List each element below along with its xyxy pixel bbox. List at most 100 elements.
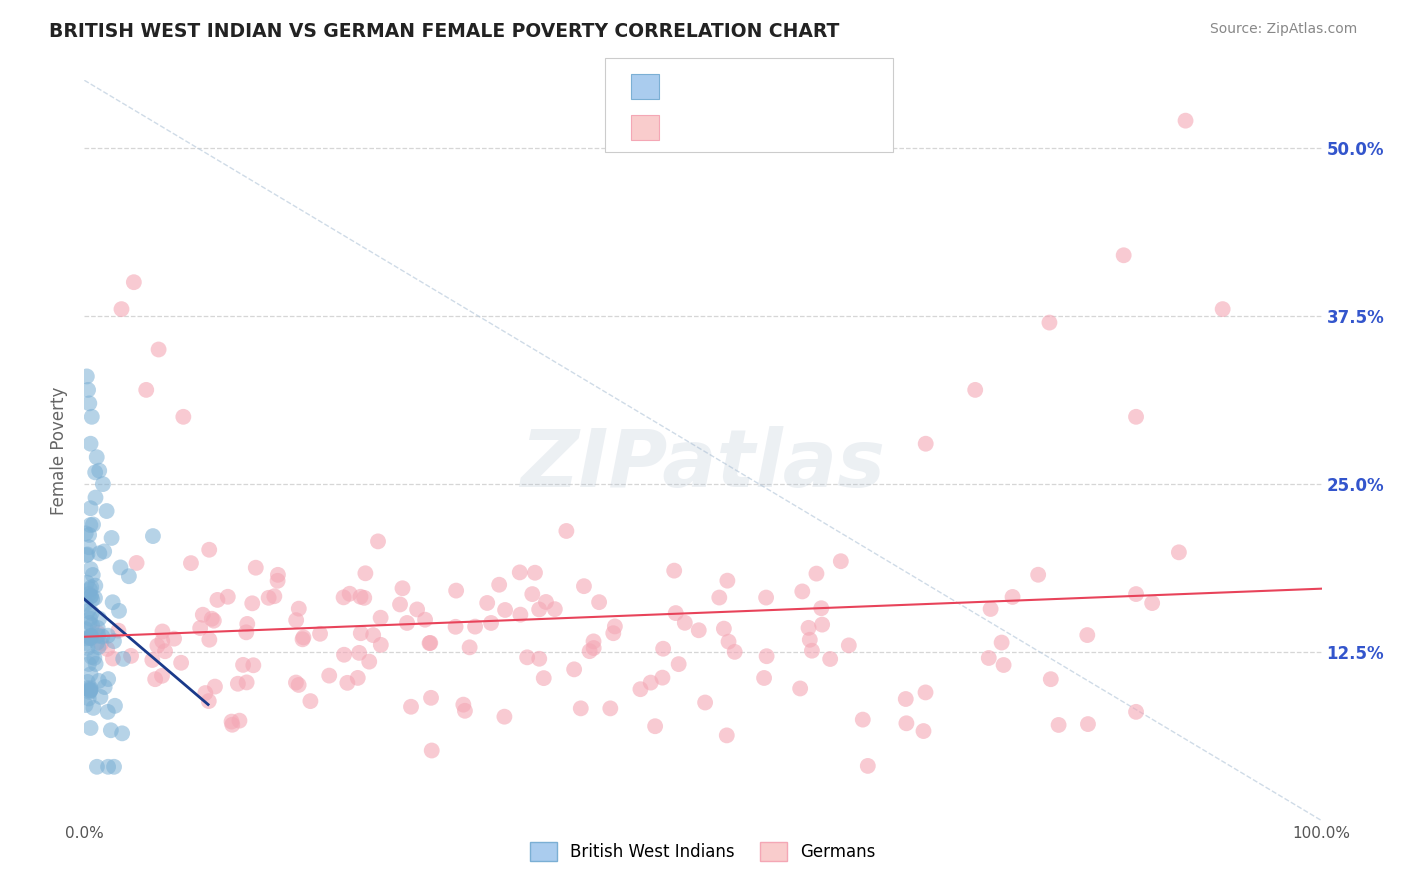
Point — [651, 671, 673, 685]
Point — [93, 680, 115, 694]
Point — [91, 630, 114, 644]
Point — [101, 651, 124, 665]
Point — [76, 575, 98, 590]
Point — [399, 699, 422, 714]
Point — [396, 615, 419, 630]
Point — [347, 646, 370, 660]
Point — [1112, 248, 1135, 262]
Point — [79, 501, 101, 516]
Point — [980, 602, 1002, 616]
Point — [977, 651, 1000, 665]
Point — [80, 649, 103, 664]
Point — [1047, 718, 1070, 732]
Point — [76, 369, 98, 384]
Point — [603, 619, 626, 633]
Text: ZIPatlas: ZIPatlas — [520, 426, 886, 504]
Point — [221, 718, 243, 732]
Point — [391, 581, 413, 595]
Point — [509, 566, 531, 580]
Point — [529, 652, 551, 666]
Point — [266, 574, 288, 588]
Point — [509, 607, 531, 622]
Point — [79, 683, 101, 698]
Point — [103, 634, 125, 648]
Point — [562, 662, 585, 676]
Point — [628, 682, 651, 697]
Point — [82, 517, 104, 532]
Point — [288, 601, 311, 615]
Point — [89, 546, 111, 560]
Point — [76, 548, 98, 562]
Point — [336, 676, 359, 690]
Point — [150, 669, 173, 683]
Point — [912, 724, 935, 739]
Point — [419, 636, 441, 650]
Point — [135, 383, 157, 397]
Point — [77, 657, 100, 671]
Point — [100, 723, 122, 738]
Point — [810, 601, 832, 615]
Point — [353, 591, 375, 605]
Point — [724, 645, 747, 659]
Point — [494, 709, 516, 723]
Point — [228, 714, 250, 728]
Point — [544, 602, 567, 616]
Point — [79, 582, 101, 597]
Point — [96, 504, 118, 518]
Point — [1167, 545, 1189, 559]
Point — [77, 528, 100, 542]
Point — [285, 613, 308, 627]
Point — [367, 534, 389, 549]
Point — [79, 562, 101, 576]
Point — [413, 613, 436, 627]
Point — [318, 668, 340, 682]
Point — [458, 640, 481, 655]
Point — [198, 632, 221, 647]
Point — [453, 698, 475, 712]
Point — [91, 477, 114, 491]
Point — [110, 560, 132, 574]
Point — [420, 690, 443, 705]
Point — [582, 634, 605, 648]
Point — [339, 587, 361, 601]
Point — [75, 548, 97, 562]
Point — [79, 518, 101, 533]
Text: N = 172: N = 172 — [776, 119, 853, 136]
Point — [752, 671, 775, 685]
Point — [406, 602, 429, 616]
Point — [80, 618, 103, 632]
Point — [77, 604, 100, 618]
Point — [82, 568, 104, 582]
Point — [77, 541, 100, 555]
Point — [856, 759, 879, 773]
Point — [93, 544, 115, 558]
Point — [142, 529, 165, 543]
Point — [665, 606, 688, 620]
Point — [716, 574, 738, 588]
Point — [894, 692, 917, 706]
Point — [75, 526, 97, 541]
Point — [77, 383, 100, 397]
Point — [896, 716, 918, 731]
Point — [830, 554, 852, 568]
Point — [717, 634, 740, 648]
Point — [309, 627, 332, 641]
Point — [346, 671, 368, 685]
Point — [713, 622, 735, 636]
Point — [1038, 316, 1060, 330]
Point — [444, 620, 467, 634]
Point — [354, 566, 377, 581]
Point — [97, 705, 120, 719]
Point — [232, 657, 254, 672]
Point — [914, 685, 936, 699]
Point — [235, 675, 257, 690]
Point — [789, 681, 811, 696]
Point — [716, 728, 738, 742]
Point — [86, 450, 108, 465]
Point — [79, 682, 101, 697]
Point — [599, 701, 621, 715]
Point — [1125, 587, 1147, 601]
Point — [332, 591, 354, 605]
Point — [673, 615, 696, 630]
Point — [84, 591, 107, 605]
